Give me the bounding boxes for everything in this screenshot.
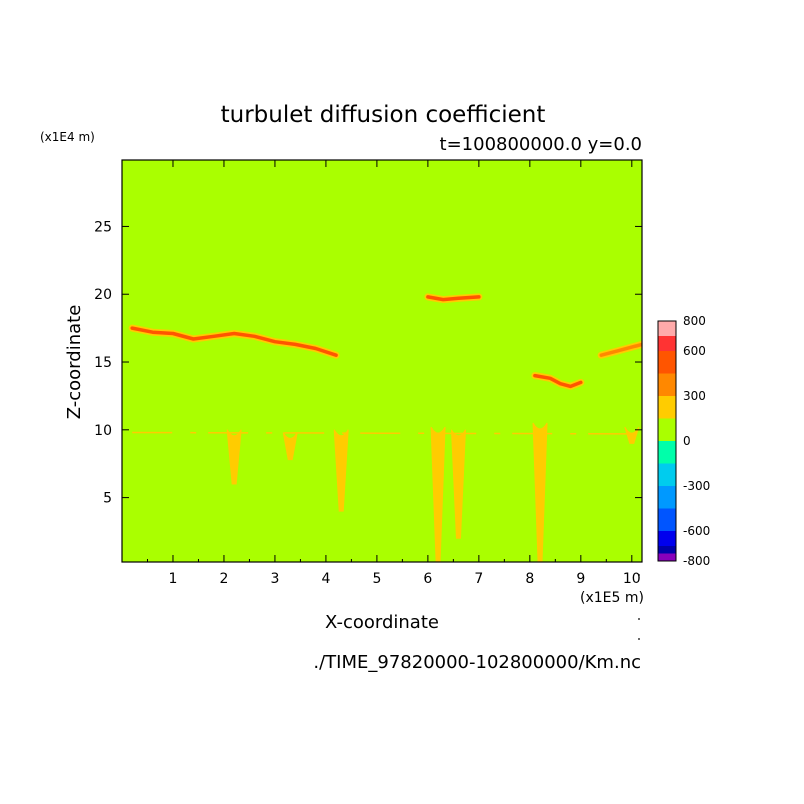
y-unit-label: (x1E4 m) [40, 130, 95, 144]
plot-area: 1 2 3 4 5 6 7 8 9 10 5 10 15 20 25 [94, 159, 643, 587]
colorbar-tick-label: -600 [683, 524, 710, 538]
marker-dot [638, 638, 640, 640]
y-axis-title: Z-coordinate [64, 305, 85, 420]
colorbar-segment [658, 486, 676, 509]
x-tick-label: 7 [474, 571, 483, 587]
x-tick-label: 1 [169, 571, 178, 587]
plume-x8.2 [532, 422, 548, 562]
marker-dot [638, 574, 640, 576]
x-tick-label: 9 [576, 571, 585, 587]
colorbar-segment [658, 441, 676, 464]
colorbar-frame [657, 320, 677, 562]
colorbar-segment [658, 336, 676, 351]
contour-features [128, 293, 642, 562]
y-tick-label: 5 [103, 491, 112, 507]
colorbar-tick-label: 0 [683, 434, 691, 448]
colorbar: 800 600 300 0 -300 -600 -800 [657, 314, 710, 568]
colorbar-segment [658, 546, 676, 554]
colorbar-tick-label: 300 [683, 389, 706, 403]
upper-band-far-right [599, 342, 642, 357]
colorbar-segment [658, 531, 676, 546]
boundary-layer-top [132, 431, 637, 435]
x-tick-label: 8 [525, 571, 534, 587]
x-tick-label: 2 [219, 571, 228, 587]
y-tick-label: 20 [94, 287, 112, 303]
colorbar-tick-label: -300 [683, 479, 710, 493]
y-tick-label: 10 [94, 423, 112, 439]
x-tick-label: 4 [321, 571, 330, 587]
colorbar-tick-label: -800 [683, 554, 710, 568]
colorbar-segment [658, 463, 676, 486]
plume-x4.3 [333, 429, 349, 512]
colorbar-segment [658, 351, 676, 374]
x-tick-label: 3 [270, 571, 279, 587]
background-field [122, 160, 642, 562]
upper-band-right [533, 373, 583, 389]
colorbar-segment [658, 553, 676, 561]
plume-x6.2 [430, 426, 446, 562]
x-tick-label: 5 [372, 571, 381, 587]
colorbar-segment [658, 418, 676, 441]
y-tick-label: 15 [94, 355, 112, 371]
colorbar-tick-label: 600 [683, 344, 706, 358]
colorbar-segment [658, 396, 676, 419]
colorbar-segment [658, 373, 676, 396]
x-axis-title: X-coordinate [325, 612, 439, 633]
colorbar-segment [658, 321, 676, 336]
plume-x3.3 [282, 432, 298, 461]
marker-dot [638, 618, 640, 620]
x-unit-label: (x1E5 m) [580, 590, 644, 606]
chart-title: turbulet diffusion coefficient [221, 102, 546, 128]
chart-subtitle: t=100800000.0 y=0.0 [440, 134, 642, 155]
x-axis: 1 2 3 4 5 6 7 8 9 10 [146, 160, 641, 587]
colorbar-tick-label: 800 [683, 314, 706, 328]
plot-frame [121, 159, 643, 563]
plume-x10.0 [624, 426, 640, 444]
y-tick-label: 25 [94, 219, 112, 235]
x-tick-label: 6 [423, 571, 432, 587]
upper-band-left [130, 326, 338, 357]
source-file-label: ./TIME_97820000-102800000/Km.nc [313, 652, 641, 673]
colorbar-segment [658, 508, 676, 531]
y-axis: 5 10 15 20 25 [94, 219, 642, 507]
cloud-top-patch [426, 295, 481, 302]
x-tick-label: 10 [623, 571, 641, 587]
